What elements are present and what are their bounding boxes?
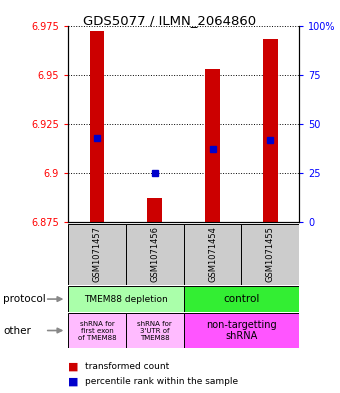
Text: non-targetting
shRNA: non-targetting shRNA bbox=[206, 320, 277, 341]
FancyBboxPatch shape bbox=[126, 224, 184, 285]
Text: shRNA for
3'UTR of
TMEM88: shRNA for 3'UTR of TMEM88 bbox=[137, 321, 172, 340]
Text: control: control bbox=[223, 294, 259, 304]
FancyBboxPatch shape bbox=[68, 313, 126, 348]
FancyBboxPatch shape bbox=[241, 224, 299, 285]
Text: ■: ■ bbox=[68, 376, 79, 386]
Text: percentile rank within the sample: percentile rank within the sample bbox=[85, 377, 238, 386]
Text: GDS5077 / ILMN_2064860: GDS5077 / ILMN_2064860 bbox=[83, 14, 257, 27]
Text: ■: ■ bbox=[68, 361, 79, 371]
Bar bbox=[90, 31, 104, 222]
Bar bbox=[205, 69, 220, 222]
Text: transformed count: transformed count bbox=[85, 362, 169, 371]
FancyBboxPatch shape bbox=[184, 286, 299, 312]
Text: GSM1071456: GSM1071456 bbox=[150, 226, 159, 283]
FancyBboxPatch shape bbox=[126, 313, 184, 348]
FancyBboxPatch shape bbox=[184, 313, 299, 348]
FancyBboxPatch shape bbox=[68, 224, 126, 285]
Text: GSM1071454: GSM1071454 bbox=[208, 226, 217, 283]
Text: GSM1071455: GSM1071455 bbox=[266, 226, 275, 283]
Bar bbox=[148, 198, 162, 222]
Text: TMEM88 depletion: TMEM88 depletion bbox=[84, 295, 168, 303]
Text: shRNA for
first exon
of TMEM88: shRNA for first exon of TMEM88 bbox=[78, 321, 116, 340]
FancyBboxPatch shape bbox=[184, 224, 241, 285]
FancyBboxPatch shape bbox=[68, 286, 184, 312]
Text: other: other bbox=[3, 325, 31, 336]
Text: GSM1071457: GSM1071457 bbox=[92, 226, 101, 283]
Text: protocol: protocol bbox=[3, 294, 46, 304]
Bar bbox=[263, 39, 277, 222]
